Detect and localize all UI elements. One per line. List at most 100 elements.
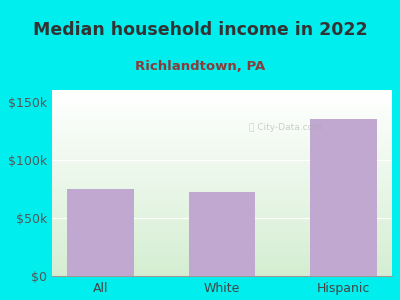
Bar (52, 181, 392, 183)
Bar (52, 152, 392, 153)
Bar (52, 248, 392, 250)
Bar (52, 98, 392, 99)
Text: Ⓜ City-Data.com: Ⓜ City-Data.com (249, 123, 322, 132)
Bar (52, 190, 392, 192)
Bar (52, 267, 392, 268)
Bar (52, 183, 392, 185)
Bar (52, 239, 392, 241)
Bar (52, 224, 392, 226)
Bar (52, 172, 392, 174)
Bar (52, 268, 392, 270)
Bar (52, 168, 392, 170)
Bar (52, 98, 392, 99)
Bar (52, 125, 392, 127)
Bar (52, 127, 392, 129)
Bar (52, 265, 392, 267)
Bar (52, 112, 392, 114)
Bar (52, 105, 392, 107)
Bar (52, 207, 392, 209)
Bar (52, 170, 392, 172)
Bar (52, 261, 392, 263)
Bar (52, 174, 392, 176)
Bar (52, 159, 392, 161)
Bar (52, 205, 392, 207)
Bar (52, 120, 392, 122)
Bar (52, 155, 392, 157)
Bar (52, 239, 392, 241)
Bar (52, 242, 392, 244)
Bar (52, 96, 392, 98)
Bar (52, 192, 392, 194)
Bar (52, 166, 392, 168)
Bar (52, 213, 392, 214)
Bar (52, 235, 392, 237)
Bar (52, 244, 392, 246)
Bar (52, 194, 392, 196)
Bar (52, 110, 392, 112)
Bar (52, 135, 392, 137)
Bar (52, 122, 392, 124)
Bar (52, 114, 392, 116)
Bar (52, 118, 392, 120)
Bar (52, 103, 392, 105)
Bar (52, 124, 392, 125)
Bar (52, 163, 392, 164)
Bar (52, 122, 392, 124)
Bar (52, 168, 392, 170)
Bar (52, 109, 392, 110)
Bar (52, 265, 392, 267)
Bar (52, 203, 392, 205)
Bar (52, 252, 392, 254)
Bar (52, 257, 392, 259)
Bar (52, 164, 392, 166)
Bar (52, 196, 392, 198)
Bar (52, 185, 392, 187)
Bar (52, 194, 392, 196)
Bar (52, 155, 392, 157)
Bar (52, 256, 392, 257)
Bar (52, 142, 392, 144)
Bar (52, 92, 392, 94)
Bar (52, 270, 392, 272)
Bar (52, 185, 392, 187)
Bar (52, 192, 392, 194)
Bar (52, 144, 392, 146)
Bar (52, 228, 392, 230)
Bar (52, 152, 392, 153)
Bar (52, 149, 392, 152)
Bar (52, 94, 392, 96)
Bar (52, 217, 392, 218)
Bar (52, 263, 392, 265)
Bar (52, 211, 392, 213)
Bar (52, 230, 392, 231)
Bar (52, 183, 392, 185)
Bar (52, 202, 392, 203)
Bar (52, 107, 392, 109)
Bar (52, 161, 392, 163)
Bar (52, 146, 392, 148)
Bar (52, 218, 392, 220)
Bar (52, 129, 392, 131)
Bar (52, 172, 392, 174)
Bar (52, 203, 392, 205)
Bar (52, 235, 392, 237)
Bar (52, 153, 392, 155)
Bar (52, 94, 392, 96)
Bar (52, 198, 392, 200)
Bar (52, 246, 392, 248)
Bar (52, 274, 392, 276)
Bar (52, 138, 392, 140)
Bar (52, 233, 392, 235)
Bar (52, 159, 392, 161)
Bar (52, 101, 392, 103)
Bar (52, 259, 392, 261)
Bar (52, 233, 392, 235)
Bar (52, 187, 392, 189)
Bar (52, 246, 392, 248)
Bar (52, 252, 392, 254)
Bar (52, 256, 392, 257)
Bar (189, 192, 255, 276)
Bar (52, 135, 392, 137)
Bar (52, 176, 392, 177)
Bar (52, 103, 392, 105)
